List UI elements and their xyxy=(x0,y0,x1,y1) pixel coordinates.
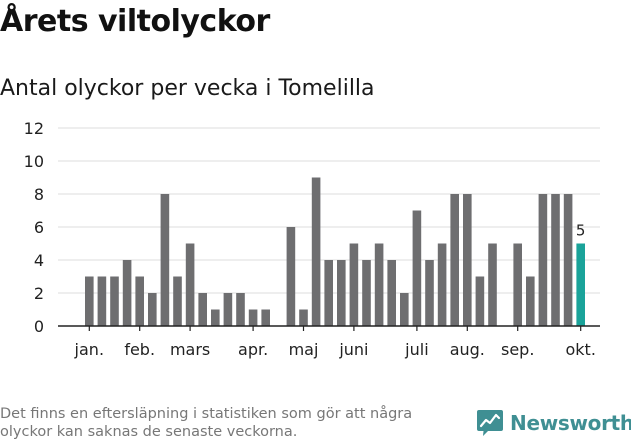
bar xyxy=(551,194,560,326)
x-tick-label: jan. xyxy=(74,340,104,359)
bar xyxy=(160,194,170,326)
bar xyxy=(463,194,472,326)
y-tick-label: 4 xyxy=(34,251,44,270)
bar xyxy=(236,293,245,326)
x-tick-label: juli xyxy=(404,340,428,359)
bar xyxy=(349,243,359,326)
y-tick-label: 10 xyxy=(24,152,44,171)
bar xyxy=(526,276,535,326)
bar xyxy=(387,260,396,326)
x-tick-label: aug. xyxy=(450,340,485,359)
bar xyxy=(261,309,270,326)
chart-subtitle: Antal olyckor per vecka i Tomelilla xyxy=(0,76,375,101)
bar xyxy=(97,276,107,326)
bar xyxy=(563,194,573,326)
brand: Newsworthy xyxy=(476,405,631,441)
bar xyxy=(135,276,144,326)
bar xyxy=(185,243,195,326)
x-tick-label: maj xyxy=(289,340,319,359)
bar xyxy=(198,293,207,326)
bar xyxy=(475,276,485,326)
y-tick-label: 2 xyxy=(34,284,44,303)
bar xyxy=(211,309,220,326)
bar xyxy=(513,243,522,326)
bar xyxy=(450,194,459,326)
bar-chart: 0 2 4 6 8 10 12 5 jan. feb. mars apr. maj juni juli aug… xyxy=(24,119,600,359)
brand-name: Newsworthy xyxy=(510,411,631,435)
bar xyxy=(337,260,346,326)
y-tick-label: 0 xyxy=(34,317,44,336)
bar xyxy=(400,293,409,326)
bar xyxy=(248,309,258,326)
data-label: 5 xyxy=(576,222,586,240)
bar xyxy=(576,243,585,326)
bar xyxy=(488,243,497,326)
bar xyxy=(148,293,157,326)
bar xyxy=(122,260,132,326)
y-tick-label: 12 xyxy=(24,119,44,138)
x-tick-label: okt. xyxy=(565,340,595,359)
bar xyxy=(362,260,371,326)
bar xyxy=(374,243,384,326)
footnote: Det finns en eftersläpning i statistiken… xyxy=(0,406,413,440)
newsworthy-logo-icon xyxy=(477,410,503,436)
bar xyxy=(110,276,119,326)
bar xyxy=(299,309,308,326)
x-tick-label: feb. xyxy=(124,340,155,359)
y-tick-label: 6 xyxy=(34,218,44,237)
bar xyxy=(412,210,422,326)
bar xyxy=(324,260,333,326)
bar xyxy=(538,194,548,326)
bar xyxy=(437,243,447,326)
bar xyxy=(425,260,434,326)
bar xyxy=(85,276,94,326)
chart-title: Årets viltolyckor xyxy=(0,4,270,39)
bar xyxy=(223,293,233,326)
x-tick-label: apr. xyxy=(238,340,268,359)
x-tick-label: mars xyxy=(170,340,210,359)
y-tick-label: 8 xyxy=(34,185,44,204)
x-tick-label: juni xyxy=(338,340,368,359)
bar xyxy=(173,276,182,326)
x-tick-label: sep. xyxy=(501,340,534,359)
bar xyxy=(286,227,296,326)
bar xyxy=(311,177,321,326)
